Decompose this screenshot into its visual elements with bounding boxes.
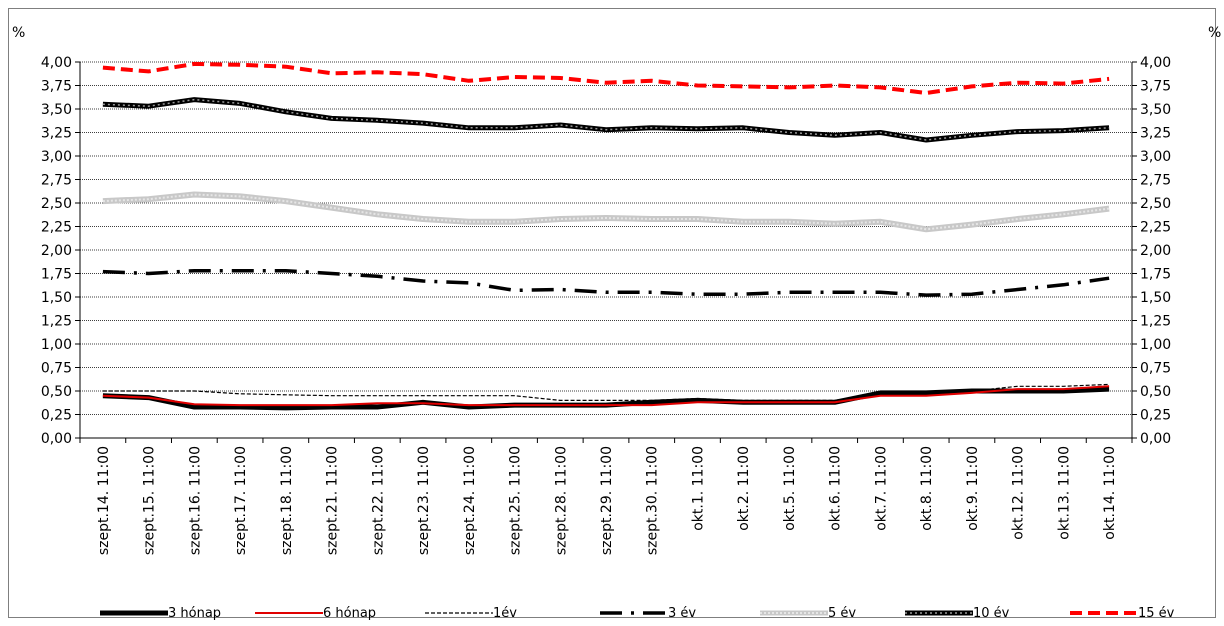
y-tick-label-right: 3,00: [1140, 149, 1171, 165]
legend-label: 3 év: [668, 605, 697, 621]
y-tick-label-right: 3,25: [1140, 126, 1171, 142]
x-tick-label: szept.23. 11:00: [416, 446, 432, 555]
x-tick-label: okt.14. 11:00: [1102, 446, 1118, 540]
y-tick-label-left: 1,50: [41, 290, 72, 306]
x-tick-label: szept.29. 11:00: [599, 446, 615, 555]
legend-label: 6 hónap: [323, 605, 377, 621]
y-tick-label-right: 3,75: [1140, 79, 1171, 95]
legend-item: 3 év: [600, 604, 696, 622]
y-tick-label-right: 0,50: [1140, 384, 1171, 400]
series-line-3-év: [102, 268, 1110, 297]
x-tick-label: okt.13. 11:00: [1056, 446, 1072, 540]
y-axis-unit-left: %: [12, 25, 25, 41]
y-tick-label-left: 1,25: [41, 314, 72, 330]
y-tick-label-left: 2,25: [41, 220, 72, 236]
x-tick-label: szept.24. 11:00: [462, 446, 478, 555]
x-tick-label: okt.9. 11:00: [965, 446, 981, 531]
legend-item: 1év: [425, 604, 517, 622]
x-tick-label: okt.5. 11:00: [782, 446, 798, 531]
y-tick-label-left: 2,00: [41, 243, 72, 259]
legend-item: 10 év: [905, 604, 1009, 622]
series-line-5-év: [102, 191, 1110, 233]
chart-frame: [8, 8, 1216, 618]
legend-label: 1év: [493, 605, 517, 621]
y-tick-label-right: 1,00: [1140, 337, 1171, 353]
y-tick-label-left: 0,75: [41, 361, 72, 377]
series-line-10-év: [102, 98, 1110, 141]
x-tick-label: szept.25. 11:00: [508, 446, 524, 555]
y-tick-label-right: 2,75: [1140, 173, 1171, 189]
y-tick-label-left: 3,25: [41, 126, 72, 142]
y-tick-label-right: 2,50: [1140, 196, 1171, 212]
y-tick-label-right: 0,75: [1140, 361, 1171, 377]
y-tick-label-right: 2,00: [1140, 243, 1171, 259]
legend-swatch: [100, 610, 168, 616]
y-tick-label-left: 3,75: [41, 79, 72, 95]
y-tick-label-right: 0,25: [1140, 408, 1171, 424]
y-tick-label-right: 2,25: [1140, 220, 1171, 236]
series-line-5-év: [102, 193, 1110, 231]
x-tick-label: okt.7. 11:00: [873, 446, 889, 531]
x-tick-label: szept.18. 11:00: [279, 446, 295, 555]
legend-item: 5 év: [760, 604, 856, 622]
legend-label: 3 hónap: [168, 605, 222, 621]
x-tick-label: okt.12. 11:00: [1011, 446, 1027, 540]
y-tick-label-left: 2,50: [41, 196, 72, 212]
x-tick-label: szept.28. 11:00: [553, 446, 569, 555]
x-tick-label: okt.2. 11:00: [736, 446, 752, 531]
y-tick-label-left: 0,25: [41, 408, 72, 424]
y-tick-label-left: 3,50: [41, 102, 72, 118]
legend-label: 10 év: [973, 605, 1010, 621]
y-tick-label-right: 1,25: [1140, 314, 1171, 330]
x-tick-label: szept.14. 11:00: [96, 446, 112, 555]
y-tick-label-left: 1,00: [41, 337, 72, 353]
y-tick-label-right: 0,00: [1140, 431, 1171, 447]
legend-item: 15 év: [1070, 604, 1174, 622]
chart-legend: 3 hónap 6 hónap 1év 3 év 5 év 10 év 15 év: [0, 600, 1224, 626]
y-tick-label-left: 1,75: [41, 267, 72, 283]
y-tick-label-left: 0,00: [41, 431, 72, 447]
y-tick-label-left: 2,75: [41, 173, 72, 189]
legend-swatch: [1070, 611, 1138, 615]
legend-swatch: [425, 612, 493, 614]
y-axis-unit-right: %: [1208, 25, 1221, 41]
legend-label: 5 év: [828, 605, 857, 621]
legend-item: 3 hónap: [100, 604, 221, 622]
y-tick-label-right: 4,00: [1140, 55, 1171, 71]
x-tick-label: szept.30. 11:00: [645, 446, 661, 555]
legend-label: 15 év: [1138, 605, 1175, 621]
y-tick-label-right: 3,50: [1140, 102, 1171, 118]
series-line-15-év: [102, 61, 1110, 95]
x-tick-label: szept.15. 11:00: [142, 446, 158, 555]
y-tick-label-right: 1,50: [1140, 290, 1171, 306]
x-tick-label: okt.6. 11:00: [828, 446, 844, 531]
legend-swatch: [600, 611, 668, 615]
y-tick-label-left: 4,00: [41, 55, 72, 71]
legend-swatch: [905, 610, 973, 616]
y-tick-label-left: 0,50: [41, 384, 72, 400]
x-tick-label: szept.22. 11:00: [370, 446, 386, 555]
legend-swatch: [760, 610, 828, 616]
x-tick-label: szept.17. 11:00: [233, 446, 249, 555]
x-tick-label: okt.1. 11:00: [690, 446, 706, 531]
legend-swatch: [255, 612, 323, 614]
x-tick-label: okt.8. 11:00: [919, 446, 935, 531]
legend-item: 6 hónap: [255, 604, 376, 622]
x-tick-label: szept.21. 11:00: [325, 446, 341, 555]
series-line-6-hónap: [102, 385, 1110, 407]
y-tick-label-left: 3,00: [41, 149, 72, 165]
x-tick-label: szept.16. 11:00: [187, 446, 203, 555]
y-tick-label-right: 1,75: [1140, 267, 1171, 283]
